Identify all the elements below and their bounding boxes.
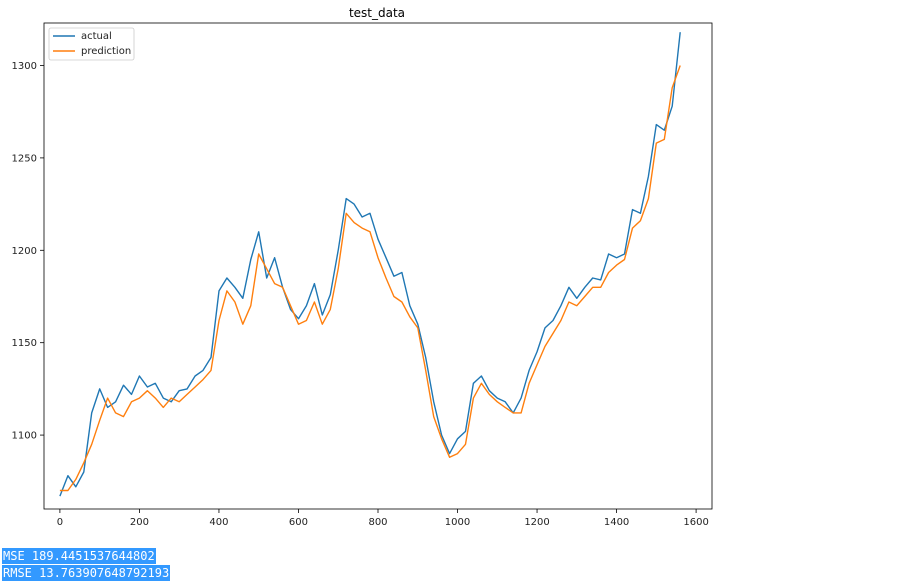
x-tick-label: 200 — [130, 517, 149, 528]
y-tick-label: 1200 — [12, 246, 37, 257]
rmse-text: RMSE 13.763907648792193 — [2, 565, 171, 581]
x-tick-label: 600 — [289, 517, 308, 528]
series-line-actual — [59, 32, 681, 497]
y-tick-label: 1100 — [12, 431, 37, 442]
y-tick-label: 1150 — [12, 338, 37, 349]
series-line-prediction — [59, 65, 681, 492]
x-tick-label: 0 — [57, 517, 63, 528]
x-tick-label: 1000 — [445, 517, 470, 528]
x-tick-label: 800 — [368, 517, 387, 528]
x-tick-label: 400 — [209, 517, 228, 528]
x-tick-label: 1600 — [683, 517, 708, 528]
chart: test_data 0 200 400 600 800 1000 1200 1400 1600 1… — [12, 6, 713, 528]
legend-label-actual: actual — [81, 31, 112, 42]
mse-text: MSE 189.4451537644802 — [2, 548, 156, 564]
chart-title: test_data — [349, 6, 405, 20]
x-tick-label: 1200 — [524, 517, 549, 528]
x-tick-label: 1400 — [604, 517, 629, 528]
y-tick-label: 1250 — [12, 153, 37, 164]
y-tick-label: 1300 — [12, 61, 37, 72]
plot-frame — [43, 22, 713, 510]
legend-label-prediction: prediction — [81, 46, 131, 57]
legend: actual prediction — [48, 27, 135, 61]
